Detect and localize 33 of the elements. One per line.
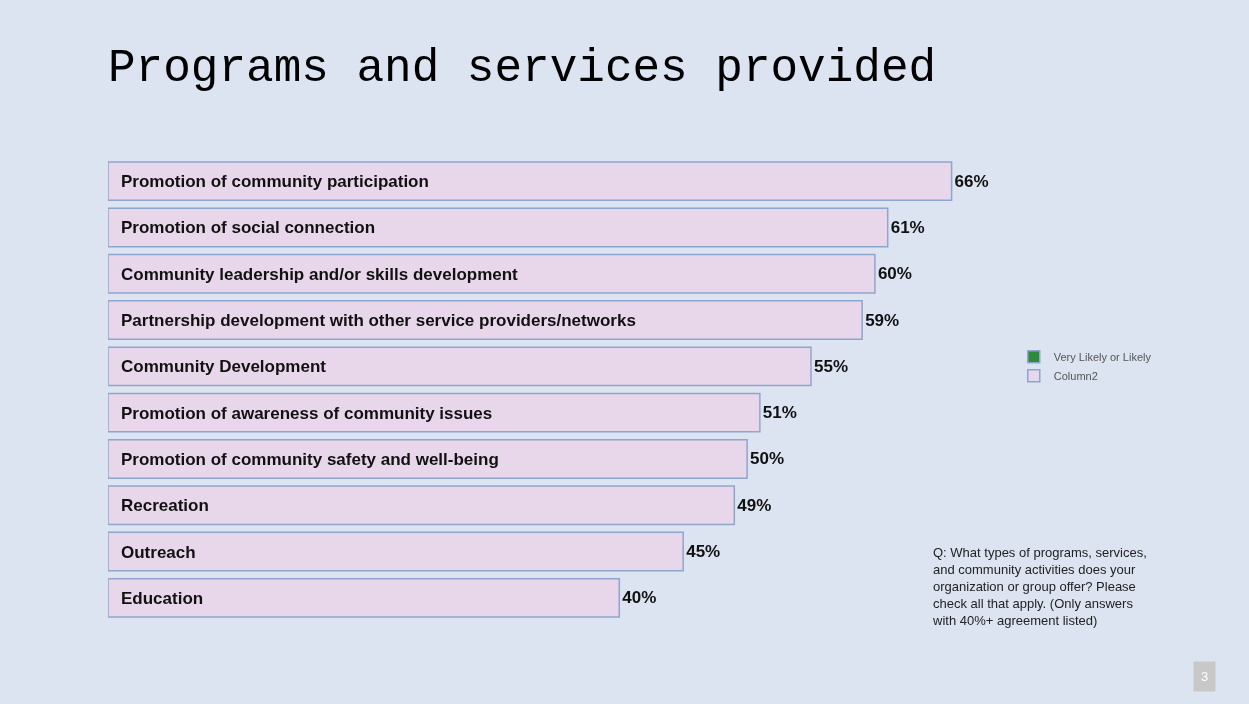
y-tick-label: Promotion of awareness of community issues [121, 403, 493, 423]
legend-label: Column2 [1053, 370, 1098, 383]
data-label: 40% [622, 588, 657, 608]
data-label: 66% [954, 171, 989, 191]
data-label: 59% [865, 310, 900, 330]
bar [108, 346, 812, 387]
data-label: 55% [814, 356, 849, 376]
y-tick-label: Community leadership and/or skills development [121, 264, 519, 284]
data-label: 61% [890, 217, 925, 237]
y-tick-label: Recreation [121, 496, 209, 516]
bar [108, 161, 953, 202]
bar [108, 253, 876, 294]
bar [108, 485, 736, 526]
data-label: 51% [762, 403, 797, 423]
y-tick-label: Promotion of social connection [121, 218, 376, 238]
data-label: 45% [686, 542, 721, 562]
bar [108, 438, 748, 479]
bar [108, 392, 761, 433]
y-tick-label: Community Development [121, 357, 327, 377]
y-tick-label: Outreach [121, 542, 196, 562]
annotation: Q: What types of programs, services, and community activities does your organization or group offer? Please check all that apply. (Only answers with 40%+ agreement listed) [932, 545, 1147, 628]
y-tick-label: Education [121, 588, 204, 608]
data-label: 50% [750, 449, 785, 469]
bar [108, 207, 889, 248]
data-label: 60% [877, 264, 912, 284]
legend-label: Very Likely or Likely [1053, 351, 1152, 364]
bar [108, 577, 621, 618]
bar [108, 531, 684, 572]
data-label: 49% [737, 495, 772, 515]
y-tick-label: Promotion of community safety and well-being [121, 449, 499, 469]
y-tick-label: Partnership development with other service providers/networks [121, 311, 636, 330]
chart-title: Programs and services provided [108, 43, 937, 96]
y-tick-label: Promotion of community participation [121, 172, 429, 192]
